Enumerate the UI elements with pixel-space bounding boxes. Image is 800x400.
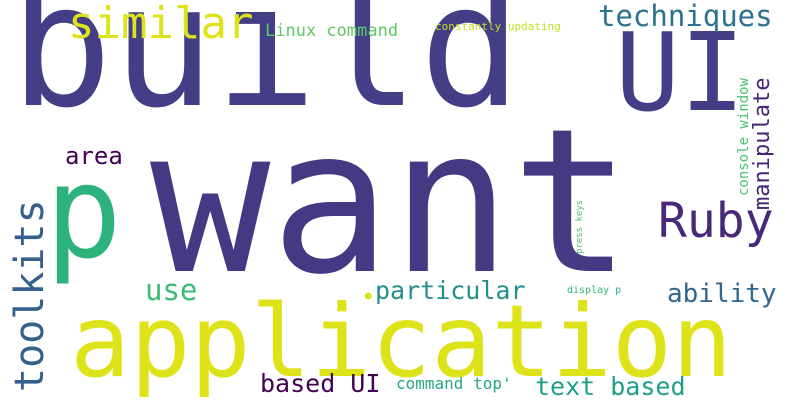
word-ability: ability xyxy=(667,279,777,309)
word-toolkits: toolkits xyxy=(7,199,53,392)
word-display-p: display p xyxy=(567,285,622,296)
word-application: application xyxy=(70,283,733,400)
word-particular: particular xyxy=(375,276,526,305)
word-use: use xyxy=(145,273,198,307)
word-area: area xyxy=(65,142,123,170)
word-ui: UI xyxy=(615,11,746,136)
word-manipulate: manipulate xyxy=(750,77,775,210)
word-build: build xyxy=(10,0,522,146)
word-linux-command: Linux command xyxy=(265,21,399,41)
word-ruby: Ruby xyxy=(658,193,774,249)
word-console-window: console window xyxy=(736,77,752,196)
word-constantly-updating: constantly updating xyxy=(435,20,561,33)
word-similar: similar xyxy=(68,0,254,49)
word-based-ui: based UI xyxy=(260,369,381,398)
word-p: p xyxy=(45,139,123,288)
word-dot: • xyxy=(361,283,376,311)
word-text-based: text based xyxy=(535,372,686,400)
word-want: want xyxy=(150,86,632,319)
word-command-top: command top' xyxy=(396,374,512,393)
word-press-keys: press keys xyxy=(575,199,585,254)
word-techniques: techniques xyxy=(598,0,773,33)
